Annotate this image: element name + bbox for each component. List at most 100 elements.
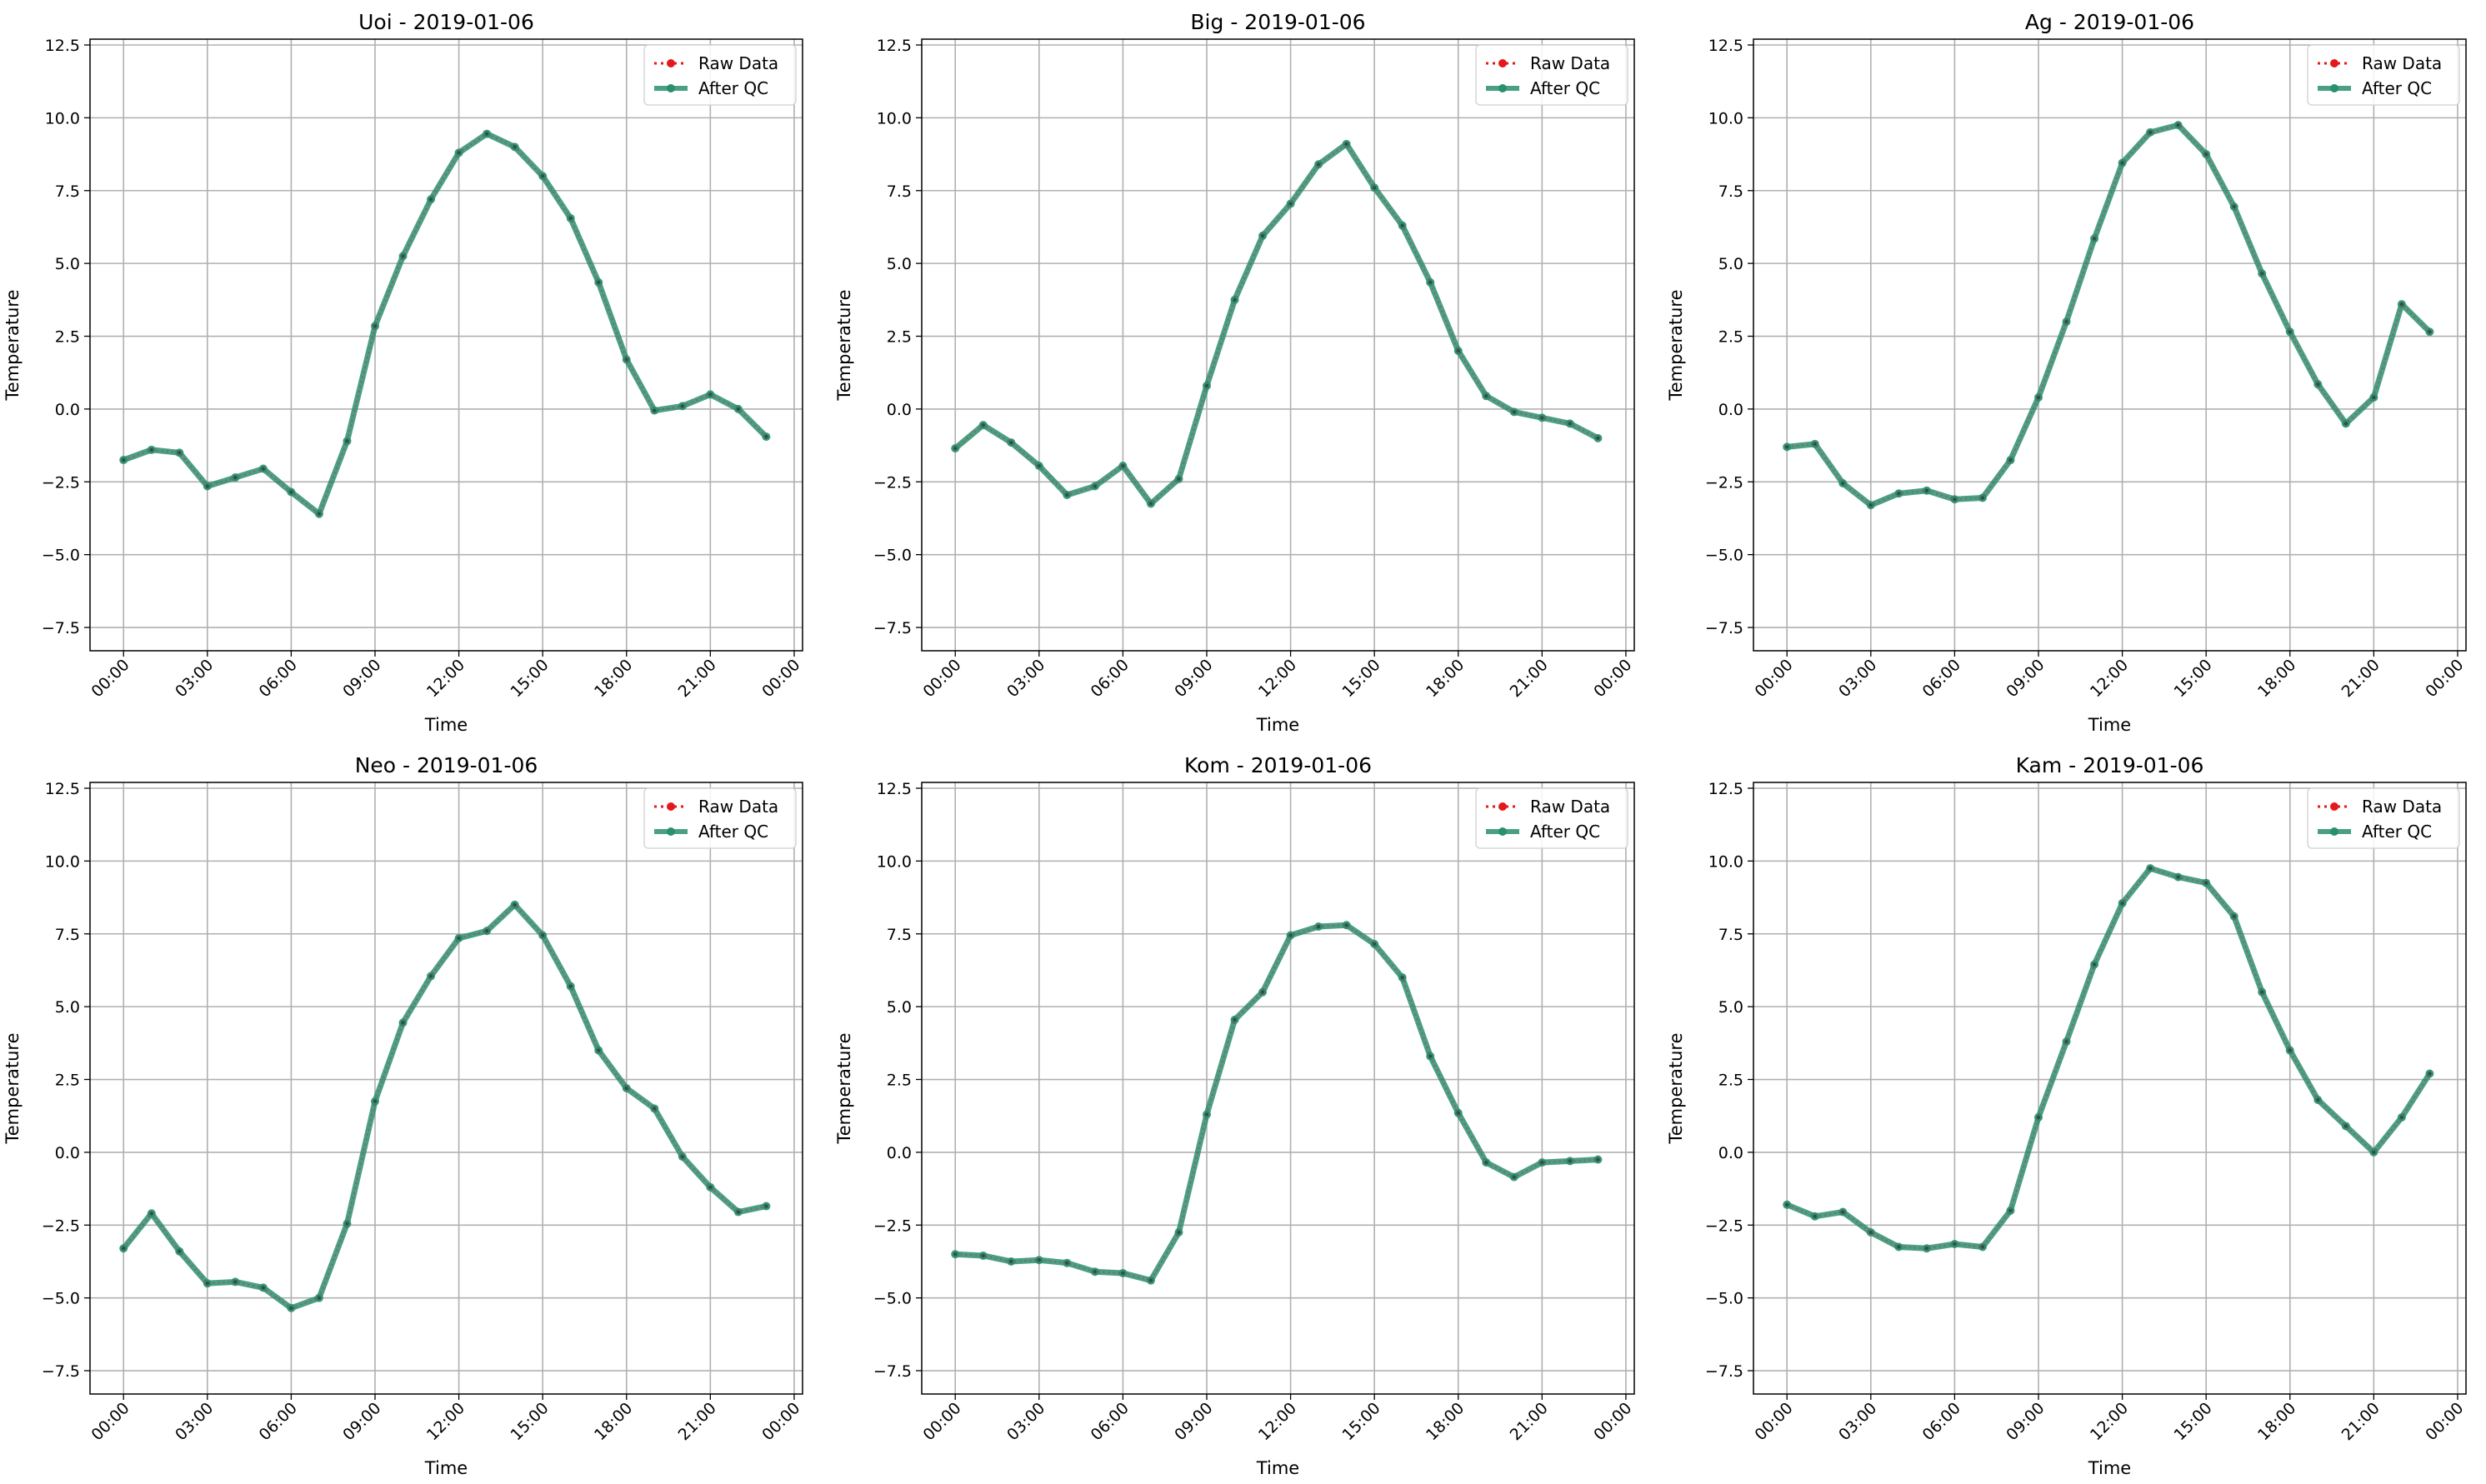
chart-panel-4: Kom - 2019-01-06 −7.5 −5.0 −2.5 0.0 2.5 5.0 7.5…: [834, 753, 1635, 1478]
raw-data-point: [2343, 1124, 2348, 1128]
legend-raw-label: Raw Data: [2362, 53, 2442, 73]
series-raw-data-line: [123, 132, 768, 516]
y-tick-label: 10.0: [877, 852, 912, 871]
raw-data-point: [261, 467, 266, 471]
x-axis-label: Time: [424, 715, 468, 735]
x-tick-label: 15:00: [1338, 1399, 1383, 1444]
raw-data-point: [708, 1185, 713, 1190]
y-tick-label: −2.5: [42, 473, 80, 492]
raw-data-point: [401, 1021, 405, 1025]
legend-qc-marker: [667, 84, 675, 92]
raw-data-point: [149, 1212, 153, 1216]
raw-data-point: [568, 216, 573, 221]
raw-data-point: [736, 407, 741, 412]
x-tick-label: 06:00: [256, 1399, 301, 1444]
x-tick-label: 21:00: [2338, 1399, 2383, 1444]
raw-data-point: [1540, 416, 1544, 420]
raw-data-point: [1868, 503, 1873, 507]
legend: Raw Data After QC: [1475, 787, 1628, 849]
raw-data-point: [2092, 962, 2097, 967]
y-tick-label: 10.0: [45, 109, 80, 127]
raw-data-point: [1785, 445, 1789, 449]
y-tick-label: 0.0: [55, 401, 80, 419]
raw-data-point: [1204, 1112, 1209, 1117]
raw-data-point: [2399, 1115, 2404, 1120]
legend-raw-marker: [1498, 59, 1507, 67]
x-tick-label: 00:00: [2422, 1399, 2467, 1444]
chart-title: Kom - 2019-01-06: [1184, 753, 1372, 777]
raw-data-point: [2372, 1150, 2376, 1155]
legend-raw-marker: [1498, 802, 1507, 811]
y-tick-label: 10.0: [877, 109, 912, 127]
raw-data-point: [1260, 233, 1265, 238]
raw-data-point: [317, 1296, 322, 1300]
chart-panel-1: Big - 2019-01-06 −7.5 −5.0 −2.5 0.0 2.5 5.0 7.5…: [834, 10, 1635, 735]
raw-data-point: [428, 197, 433, 202]
x-tick-label: 00:00: [2422, 656, 2467, 701]
raw-data-point: [1316, 924, 1321, 929]
legend-raw-label: Raw Data: [698, 797, 778, 817]
x-tick-label: 18:00: [591, 1399, 636, 1444]
x-tick-label: 21:00: [2338, 656, 2383, 701]
y-tick-label: 5.0: [1718, 255, 1743, 273]
y-tick-label: 5.0: [1718, 998, 1743, 1017]
y-tick-label: −5.0: [873, 1290, 912, 1308]
y-tick-label: −5.0: [42, 547, 80, 565]
x-tick-label: 06:00: [1088, 656, 1133, 701]
raw-data-point: [1121, 463, 1125, 468]
raw-data-point: [2008, 457, 2013, 462]
raw-data-point: [1009, 1259, 1013, 1264]
x-tick-label: 03:00: [1835, 656, 1880, 701]
raw-data-point: [1596, 436, 1600, 441]
raw-data-point: [1233, 297, 1237, 302]
raw-data-point: [1093, 484, 1098, 488]
x-tick-label: 18:00: [1423, 656, 1468, 701]
x-tick-label: 12:00: [1255, 656, 1300, 701]
raw-data-point: [1813, 442, 1817, 447]
raw-data-point: [2316, 382, 2320, 387]
x-tick-label: 12:00: [423, 656, 468, 701]
raw-data-point: [2064, 319, 2068, 324]
raw-data-point: [401, 254, 405, 258]
x-axis-label: Time: [1256, 1458, 1299, 1478]
chart-panel-0: Uoi - 2019-01-06 −7.5 −5.0 −2.5 0.0 2.5 5.0 7.5…: [3, 10, 803, 735]
plot-frame: [921, 38, 1635, 652]
raw-data-point: [2288, 1048, 2292, 1052]
y-tick-label: −7.5: [873, 619, 912, 637]
y-tick-label: 5.0: [55, 255, 80, 273]
raw-data-point: [2203, 881, 2208, 885]
plot-frame: [89, 782, 803, 1395]
plot-frame: [1753, 782, 2467, 1395]
y-tick-label: −2.5: [1705, 473, 1743, 492]
raw-data-point: [1512, 1175, 1517, 1179]
raw-data-point: [205, 484, 210, 488]
series-after-qc-line: [952, 922, 1601, 1284]
raw-data-point: [1148, 502, 1153, 506]
y-tick-label: 10.0: [1708, 109, 1743, 127]
y-tick-label: 7.5: [55, 182, 80, 201]
raw-data-point: [345, 439, 349, 443]
raw-data-point: [953, 1252, 958, 1257]
chart-title: Ag - 2019-01-06: [2025, 10, 2194, 34]
x-tick-label: 21:00: [1507, 656, 1552, 701]
x-tick-label: 15:00: [2170, 1399, 2215, 1444]
raw-data-point: [2148, 130, 2153, 135]
x-tick-label: 09:00: [1171, 1399, 1216, 1444]
y-tick-label: −5.0: [1705, 547, 1743, 565]
raw-data-point: [540, 174, 545, 178]
y-tick-label: −7.5: [42, 619, 80, 637]
chart-panel-5: Kam - 2019-01-06 −7.5 −5.0 −2.5 0.0 2.5 5.0 7.5…: [1666, 753, 2467, 1478]
series-raw-data-line: [954, 142, 1598, 505]
raw-data-point: [2064, 1039, 2068, 1044]
x-tick-label: 18:00: [591, 656, 636, 701]
raw-data-point: [1233, 1017, 1237, 1022]
raw-data-point: [540, 933, 545, 937]
raw-data-point: [1177, 1230, 1181, 1235]
x-axis-label: Time: [2088, 715, 2131, 735]
raw-data-point: [1456, 348, 1460, 353]
x-tick-label: 03:00: [172, 656, 217, 701]
raw-data-point: [1868, 1230, 1873, 1235]
y-tick-label: 10.0: [45, 852, 80, 871]
y-axis-label: Temperature: [3, 289, 23, 401]
raw-data-point: [178, 1249, 182, 1253]
